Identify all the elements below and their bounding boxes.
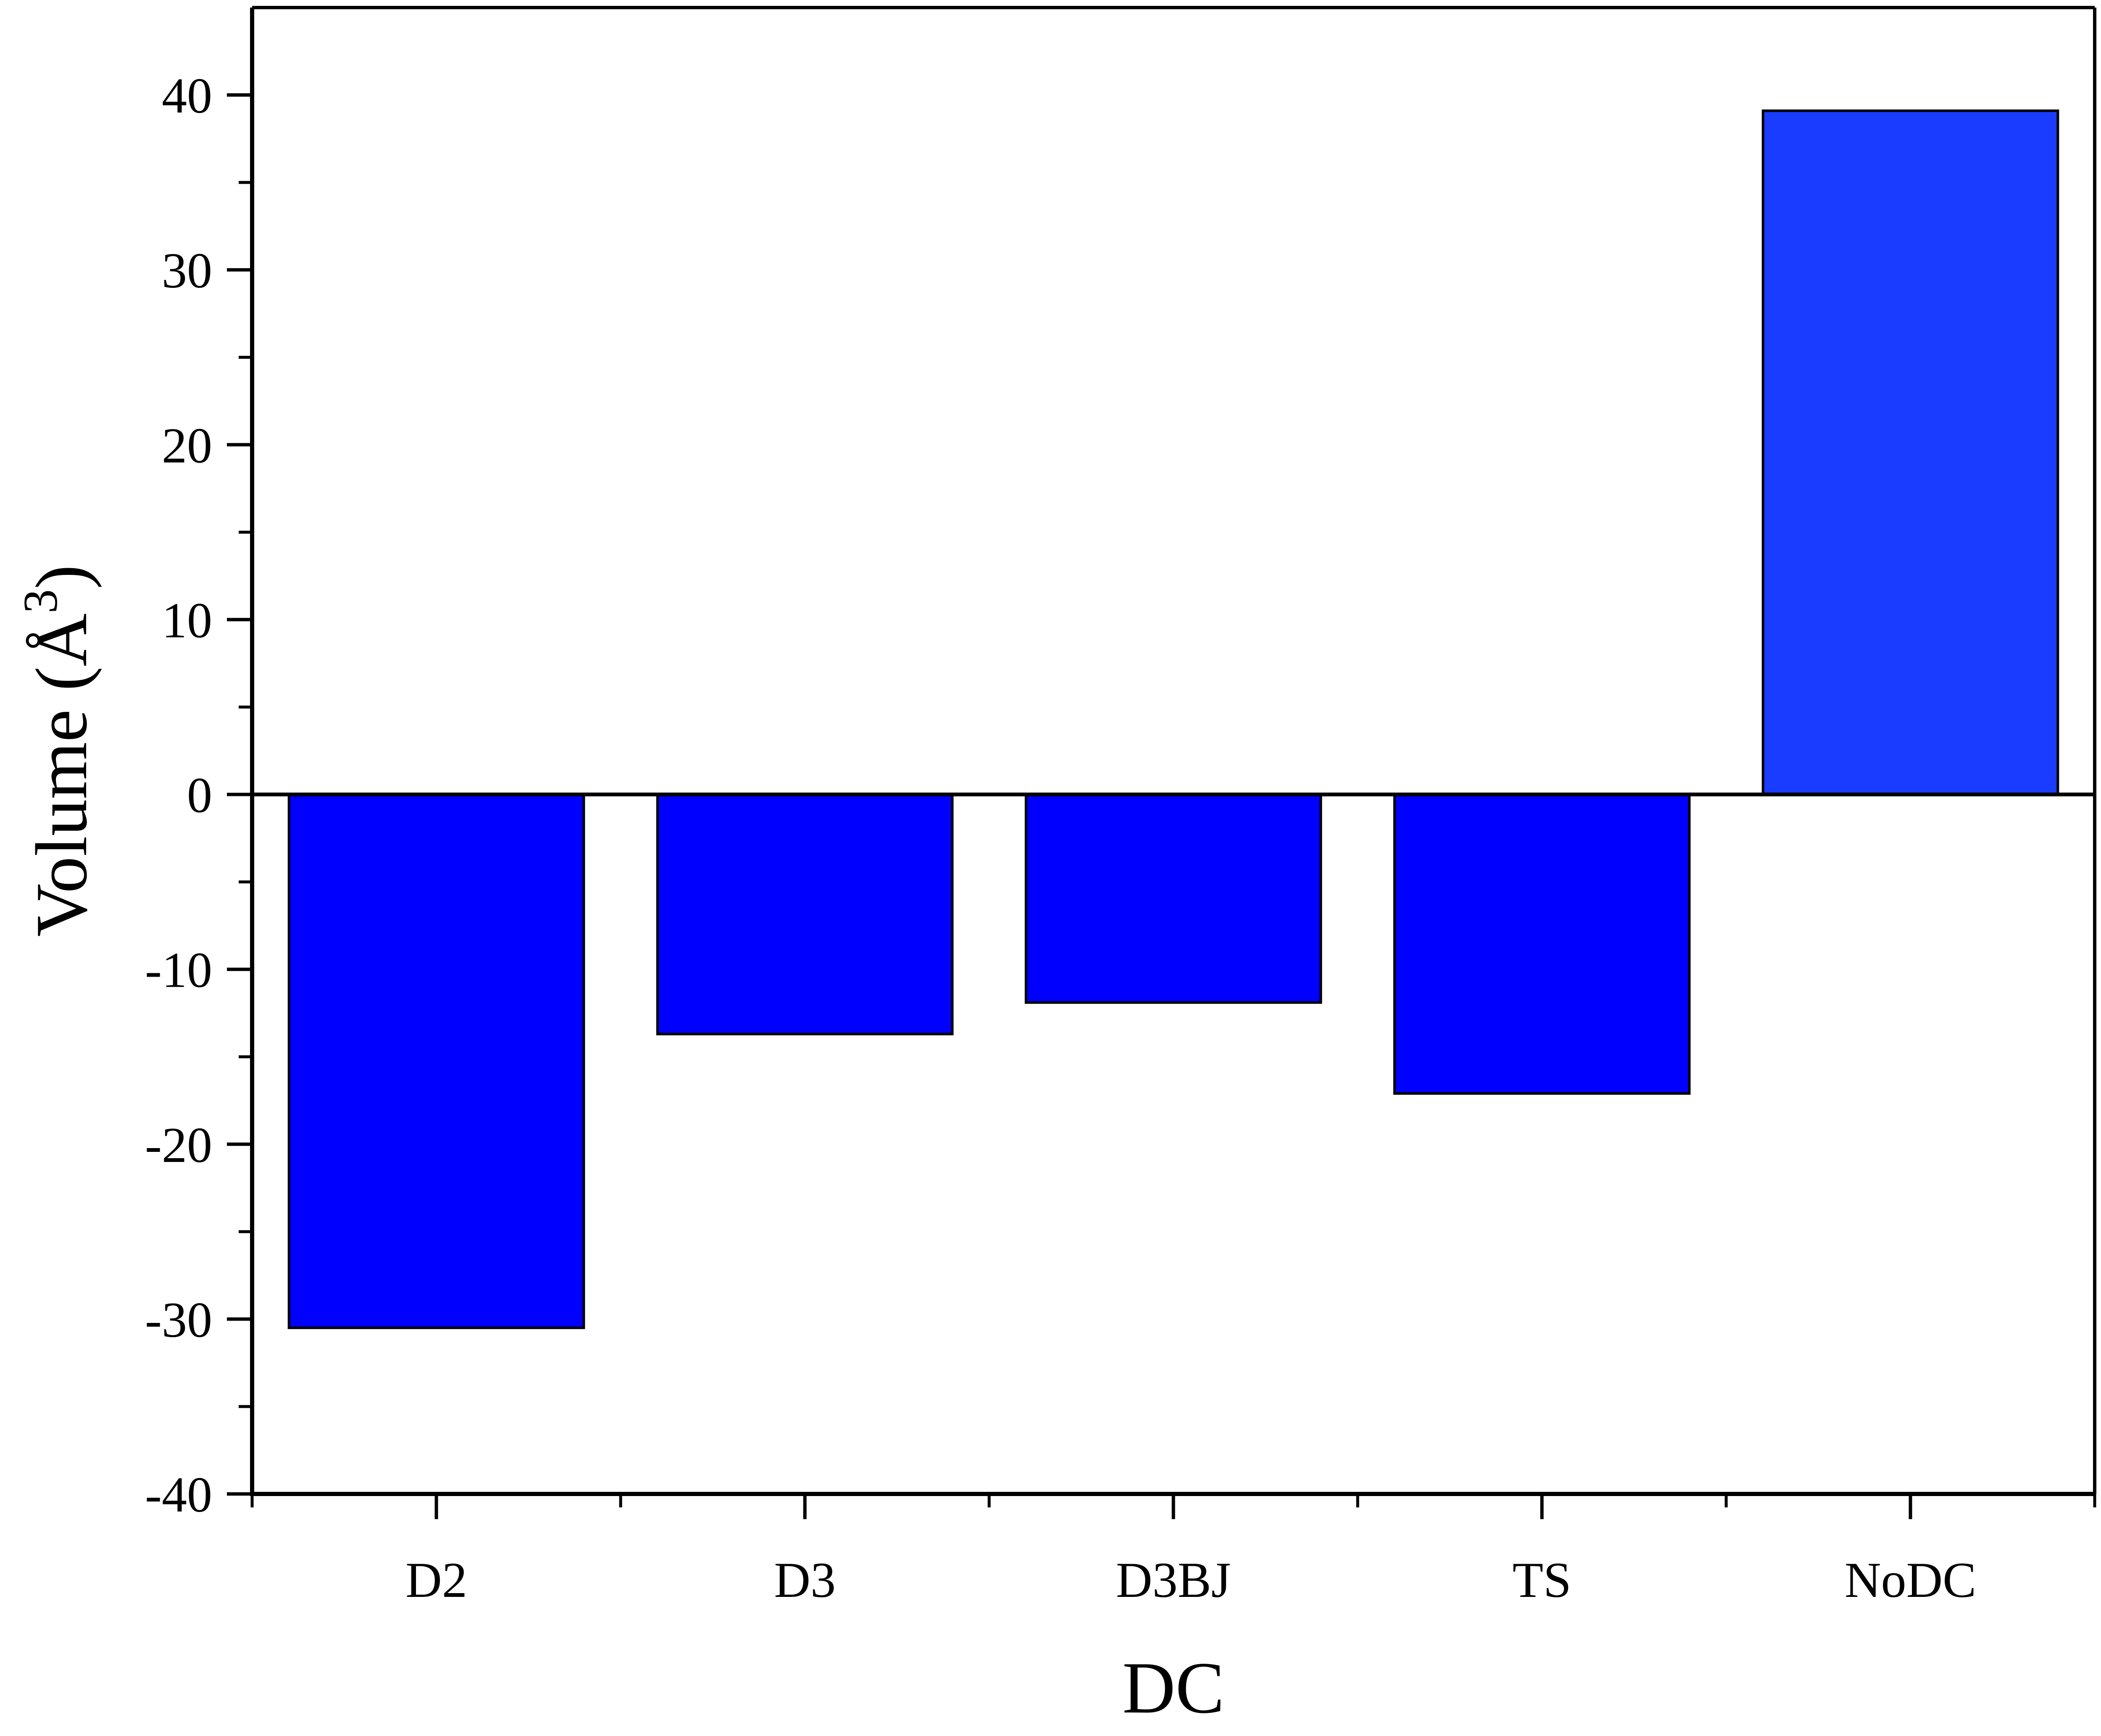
y-tick-label: -20 bbox=[145, 1117, 212, 1173]
y-tick-label: -40 bbox=[145, 1467, 212, 1523]
x-tick-label-d3: D3 bbox=[774, 1552, 836, 1608]
y-axis-title-suffix: ) bbox=[21, 565, 102, 589]
bar-d2 bbox=[287, 793, 585, 1329]
y-tick-label: -30 bbox=[145, 1292, 212, 1348]
y-axis-title: Volume (Å3) bbox=[14, 565, 102, 937]
bar-d3bj bbox=[1024, 793, 1322, 1004]
x-tick-label-d3bj: D3BJ bbox=[1116, 1552, 1231, 1608]
bar-ts bbox=[1393, 793, 1691, 1095]
bar-d3 bbox=[656, 793, 954, 1035]
x-tick-label-d2: D2 bbox=[405, 1552, 467, 1608]
y-tick-label: 0 bbox=[187, 767, 212, 823]
y-tick-label: 40 bbox=[162, 68, 212, 124]
bars-layer bbox=[287, 109, 2059, 1329]
bar-nodc bbox=[1761, 109, 2059, 796]
y-tick-label: 10 bbox=[162, 592, 212, 648]
y-tick-label: 30 bbox=[162, 242, 212, 298]
x-tick-label-ts: TS bbox=[1512, 1552, 1571, 1608]
y-axis-title-main: Volume (Å bbox=[21, 614, 102, 937]
y-tick-label: 20 bbox=[162, 417, 212, 473]
y-tick-label: -10 bbox=[145, 942, 212, 998]
axes-layer bbox=[227, 6, 2096, 1519]
x-tick-label-nodc: NoDC bbox=[1845, 1552, 1976, 1608]
y-axis-title-superscript: 3 bbox=[14, 589, 67, 614]
labels-layer: -40 -30 -20 -10 0 10 20 30 40 D2 D3 D3BJ TS NoDC DC Vol… bbox=[14, 68, 1976, 1728]
x-axis-title: DC bbox=[1122, 1647, 1224, 1728]
